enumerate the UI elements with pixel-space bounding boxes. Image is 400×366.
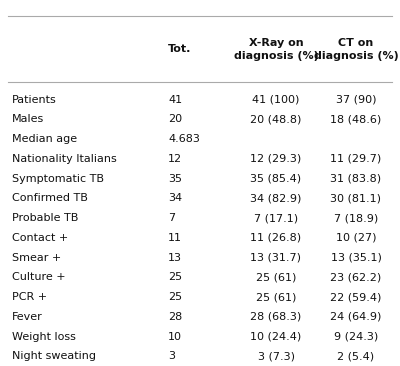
Text: 35: 35	[168, 173, 182, 184]
Text: PCR +: PCR +	[12, 292, 47, 302]
Text: 11 (26.8): 11 (26.8)	[250, 233, 302, 243]
Text: 7: 7	[168, 213, 175, 223]
Text: 3: 3	[168, 351, 175, 362]
Text: 25: 25	[168, 272, 182, 283]
Text: Smear +: Smear +	[12, 253, 61, 263]
Text: 28 (68.3): 28 (68.3)	[250, 312, 302, 322]
Text: 41 (100): 41 (100)	[252, 94, 300, 105]
Text: Culture +: Culture +	[12, 272, 66, 283]
Text: 34 (82.9): 34 (82.9)	[250, 193, 302, 203]
Text: 7 (17.1): 7 (17.1)	[254, 213, 298, 223]
Text: 10: 10	[168, 332, 182, 342]
Text: 25 (61): 25 (61)	[256, 272, 296, 283]
Text: Weight loss: Weight loss	[12, 332, 76, 342]
Text: 4.683: 4.683	[168, 134, 200, 144]
Text: 24 (64.9): 24 (64.9)	[330, 312, 382, 322]
Text: Fever: Fever	[12, 312, 43, 322]
Text: 11: 11	[168, 233, 182, 243]
Text: Males: Males	[12, 114, 44, 124]
Text: 10 (24.4): 10 (24.4)	[250, 332, 302, 342]
Text: Probable TB: Probable TB	[12, 213, 78, 223]
Text: 13 (31.7): 13 (31.7)	[250, 253, 302, 263]
Text: 25 (61): 25 (61)	[256, 292, 296, 302]
Text: 2 (5.4): 2 (5.4)	[338, 351, 374, 362]
Text: 30 (81.1): 30 (81.1)	[330, 193, 382, 203]
Text: 13: 13	[168, 253, 182, 263]
Text: 31 (83.8): 31 (83.8)	[330, 173, 382, 184]
Text: Night sweating: Night sweating	[12, 351, 96, 362]
Text: 11 (29.7): 11 (29.7)	[330, 154, 382, 164]
Text: 28: 28	[168, 312, 182, 322]
Text: 3 (7.3): 3 (7.3)	[258, 351, 294, 362]
Text: Contact +: Contact +	[12, 233, 68, 243]
Text: 23 (62.2): 23 (62.2)	[330, 272, 382, 283]
Text: 20 (48.8): 20 (48.8)	[250, 114, 302, 124]
Text: 13 (35.1): 13 (35.1)	[330, 253, 382, 263]
Text: Tot.: Tot.	[168, 44, 191, 55]
Text: 18 (48.6): 18 (48.6)	[330, 114, 382, 124]
Text: 25: 25	[168, 292, 182, 302]
Text: 7 (18.9): 7 (18.9)	[334, 213, 378, 223]
Text: 10 (27): 10 (27)	[336, 233, 376, 243]
Text: CT on
diagnosis (%): CT on diagnosis (%)	[314, 38, 398, 61]
Text: Patients: Patients	[12, 94, 57, 105]
Text: 34: 34	[168, 193, 182, 203]
Text: 22 (59.4): 22 (59.4)	[330, 292, 382, 302]
Text: 41: 41	[168, 94, 182, 105]
Text: 20: 20	[168, 114, 182, 124]
Text: 35 (85.4): 35 (85.4)	[250, 173, 302, 184]
Text: 12: 12	[168, 154, 182, 164]
Text: 37 (90): 37 (90)	[336, 94, 376, 105]
Text: 12 (29.3): 12 (29.3)	[250, 154, 302, 164]
Text: Median age: Median age	[12, 134, 77, 144]
Text: X-Ray on
diagnosis (%): X-Ray on diagnosis (%)	[234, 38, 318, 61]
Text: Symptomatic TB: Symptomatic TB	[12, 173, 104, 184]
Text: Nationality Italians: Nationality Italians	[12, 154, 117, 164]
Text: 9 (24.3): 9 (24.3)	[334, 332, 378, 342]
Text: Confirmed TB: Confirmed TB	[12, 193, 88, 203]
